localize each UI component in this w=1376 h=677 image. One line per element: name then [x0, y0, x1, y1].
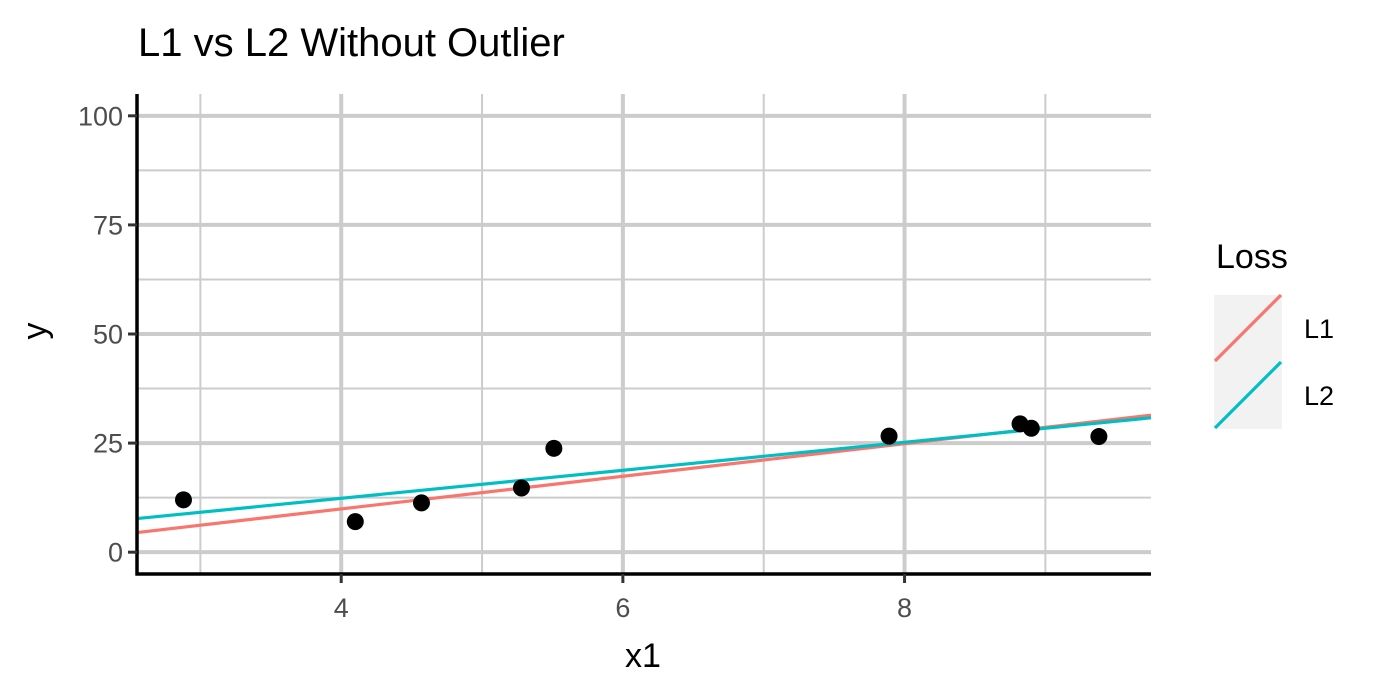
data-point	[412, 494, 430, 512]
data-point	[1022, 419, 1040, 437]
x-axis-title: x1	[625, 637, 661, 675]
y-tick-label: 25	[93, 429, 123, 459]
data-point	[1090, 428, 1108, 446]
data-point	[880, 427, 898, 445]
data-point	[346, 513, 364, 531]
x-tick-label: 8	[897, 593, 912, 623]
data-point	[545, 439, 563, 457]
y-tick-label: 75	[93, 210, 123, 240]
y-tick-label: 100	[78, 101, 123, 131]
chart-title: L1 vs L2 Without Outlier	[138, 21, 565, 65]
data-point	[174, 491, 192, 509]
data-points	[174, 415, 1108, 531]
grid	[137, 94, 1151, 574]
tick-labels: 0 25 50 75 100 4 6 8	[78, 101, 912, 623]
legend-swatch-l2	[1213, 360, 1283, 430]
y-tick-label: 50	[93, 320, 123, 350]
legend-swatch-l1	[1213, 293, 1283, 363]
y-tick-label: 0	[108, 538, 123, 568]
fit-line-l2	[136, 416, 1152, 521]
y-axis-title: y	[16, 323, 54, 340]
legend-label-l1: L1	[1304, 314, 1334, 344]
fit-lines	[136, 413, 1152, 535]
legend-title: Loss	[1216, 238, 1288, 276]
data-point	[512, 479, 530, 497]
legend: Loss L1 L2	[1213, 238, 1334, 430]
x-tick-label: 6	[615, 593, 630, 623]
legend-label-l2: L2	[1304, 381, 1334, 411]
x-tick-label: 4	[334, 593, 349, 623]
